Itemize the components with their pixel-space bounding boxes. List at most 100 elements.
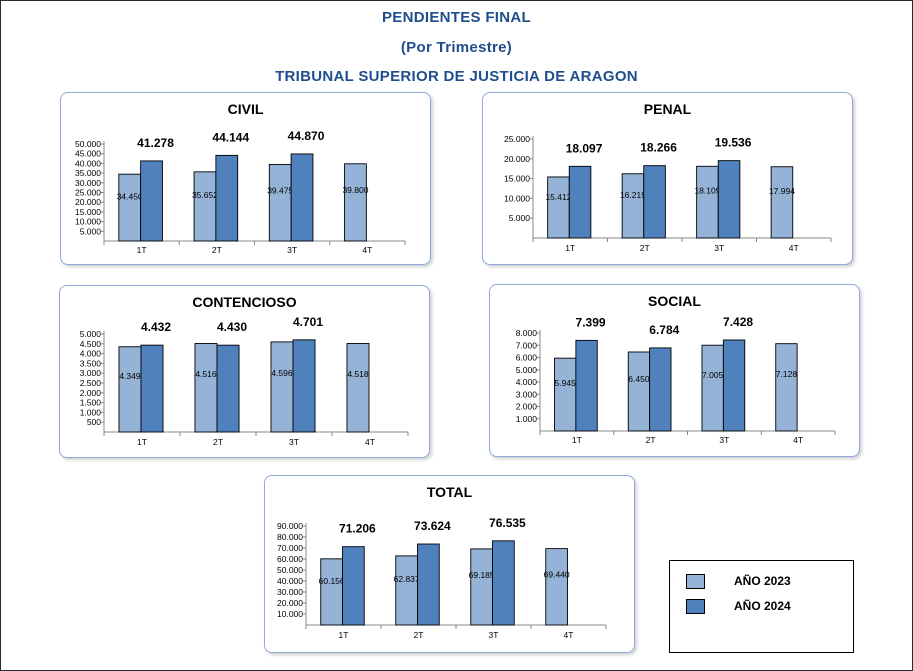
bar-2024 [292,339,316,433]
x-tick-label: 4T [362,245,372,255]
x-tick-label: 4T [564,630,574,640]
x-tick-label: 3T [714,243,724,253]
data-label-2023: 4.516 [195,369,217,379]
data-label-2024: 44.144 [212,130,249,144]
data-label-2023: 4.349 [119,371,141,381]
bar-2023 [696,165,719,239]
y-tick-label: 500 [87,417,101,427]
x-tick-label: 4T [365,437,375,447]
y-tick-label: 3.000 [516,389,538,399]
y-tick-label: 45.000 [75,149,101,159]
legend-swatch-2023 [686,574,705,589]
total-chart: 90.00080.00070.00060.00050.00040.00030.0… [277,516,607,640]
y-tick-label: 25.000 [75,188,101,198]
y-tick-label: 20.000 [277,598,303,608]
data-label-2024: 4.701 [293,315,323,329]
bar-2023 [344,163,367,242]
data-label-2023: 17.994 [769,186,795,196]
y-tick-label: 60.000 [277,554,303,564]
y-tick-label: 8.000 [516,328,538,338]
x-tick-label: 3T [289,437,299,447]
civil-chart-panel: CIVIL 50.000 45.000 40.000 35.000 30.000 25.0… [60,92,431,265]
bar-2023 [118,173,142,242]
y-tick-label: 10.000 [504,193,530,203]
data-label-2023: 4.518 [347,369,369,379]
y-tick-label: 20.000 [504,154,530,164]
bar-2024 [215,154,239,242]
y-tick-label: 1.500 [80,398,102,408]
data-label-2023: 34.450 [117,192,143,202]
y-tick-label: 3.500 [80,358,102,368]
contencioso-chart: 5.0004.5004.0003.5003.0002.5002.0001.500… [80,315,409,447]
bar-2023 [775,343,798,432]
data-label-2024: 7.399 [576,315,606,329]
x-tick-label: 1T [137,437,147,447]
bar-2024 [140,344,164,433]
bar-2024 [216,344,240,433]
bar-2024 [649,347,672,432]
y-tick-label: 40.000 [75,158,101,168]
x-tick-label: 3T [287,245,297,255]
x-tick-label: 2T [414,630,424,640]
y-tick-label: 35.000 [75,168,101,178]
x-tick-label: 2T [212,245,222,255]
y-tick-label: 25.000 [504,134,530,144]
y-tick-label: 10.000 [75,217,101,227]
social-chart-panel: SOCIAL 8.000 7.000 6.000 5.000 4.000 3.000 2.0… [489,284,860,457]
bar-2023 [268,163,292,242]
bar-2023 [701,344,724,432]
chart-title: CIVIL [227,101,264,117]
data-label-2024: 19.536 [715,136,752,150]
bar-2024 [643,165,666,239]
y-tick-label: 10.000 [277,609,303,619]
y-tick-label: 5.000 [516,365,538,375]
y-tick-label: 50.000 [75,139,101,149]
bar-2023 [395,555,418,626]
civil-chart: 50.00045.00040.00035.00030.00025.00020.0… [75,129,406,255]
x-tick-label: 2T [646,435,656,445]
data-label-2024: 76.535 [489,516,526,530]
legend-swatch-2024 [686,599,705,614]
data-label-2024: 41.278 [137,136,174,150]
bar-2023 [118,346,142,433]
legend-label-2024: AÑO 2024 [734,599,791,613]
bar-2024 [140,160,163,242]
social-chart: 8.000 7.000 6.000 5.000 4.000 3.000 2.000 1.000… [516,315,836,445]
data-label-2024: 18.097 [566,141,603,155]
total-chart-panel: TOTAL 90.000 80.000 70.000 60.000 50.000 40.0… [264,475,635,653]
x-tick-label: 1T [339,630,349,640]
bar-2023 [270,341,294,433]
bar-2024 [575,339,598,432]
y-tick-label: 2.500 [80,378,102,388]
data-label-2023: 35.652 [192,190,218,200]
bar-2023 [770,166,794,239]
bar-2023 [627,351,651,432]
bar-2024 [417,543,440,626]
bar-2024 [290,153,314,242]
data-label-2024: 73.624 [414,519,451,533]
x-tick-label: 4T [789,243,799,253]
y-tick-label: 15.000 [75,207,101,217]
data-label-2024: 18.266 [640,141,677,155]
bar-2023 [545,548,568,626]
bar-2023 [320,558,343,626]
y-tick-label: 1.000 [516,414,538,424]
y-tick-label: 7.000 [516,340,538,350]
data-label-2023: 39.800 [342,185,368,195]
bar-2023 [193,171,217,242]
x-tick-label: 3T [719,435,729,445]
y-tick-label: 30.000 [277,587,303,597]
y-tick-label: 2.000 [516,402,538,412]
data-label-2023: 5.945 [555,378,577,388]
data-label-2023: 60.156 [319,576,345,586]
legend-label-2023: AÑO 2023 [734,574,791,588]
data-label-2024: 71.206 [339,522,376,536]
data-label-2024: 6.784 [649,323,679,337]
x-tick-label: 2T [213,437,223,447]
bar-2023 [621,173,645,239]
bar-2024 [722,339,746,432]
y-tick-label: 4.000 [80,349,102,359]
y-tick-label: 6.000 [516,353,538,363]
bar-2023 [194,343,218,433]
y-tick-label: 4.500 [80,339,102,349]
